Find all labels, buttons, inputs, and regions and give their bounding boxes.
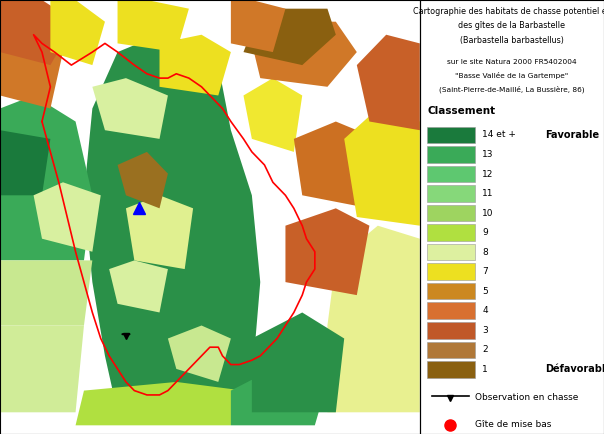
- Polygon shape: [118, 152, 168, 208]
- Text: 1: 1: [483, 365, 488, 374]
- Text: Classement: Classement: [427, 106, 495, 116]
- Text: (Barbastella barbastellus): (Barbastella barbastellus): [460, 36, 564, 45]
- Bar: [427, 302, 475, 319]
- Polygon shape: [231, 0, 286, 52]
- Bar: [427, 146, 475, 163]
- Polygon shape: [159, 35, 231, 95]
- Polygon shape: [76, 382, 243, 425]
- Text: Favorable: Favorable: [545, 130, 599, 140]
- Bar: [427, 185, 475, 202]
- Text: 5: 5: [483, 287, 488, 296]
- Text: Défavorable: Défavorable: [545, 364, 604, 375]
- Polygon shape: [0, 326, 84, 412]
- Text: 2: 2: [483, 345, 488, 354]
- Polygon shape: [0, 95, 92, 260]
- Bar: [427, 361, 475, 378]
- Bar: [427, 244, 475, 260]
- Text: 10: 10: [483, 209, 494, 217]
- Polygon shape: [252, 22, 357, 87]
- Bar: [427, 342, 475, 358]
- Polygon shape: [344, 108, 420, 226]
- Text: Gîte de mise bas: Gîte de mise bas: [475, 421, 551, 429]
- Bar: [427, 166, 475, 182]
- Text: 4: 4: [483, 306, 488, 315]
- Text: 14 et +: 14 et +: [483, 131, 516, 139]
- Bar: [427, 224, 475, 241]
- Polygon shape: [357, 35, 420, 130]
- Bar: [427, 205, 475, 221]
- Polygon shape: [0, 130, 50, 195]
- Polygon shape: [92, 78, 168, 139]
- Text: 9: 9: [483, 228, 488, 237]
- Text: "Basse Vallée de la Gartempe": "Basse Vallée de la Gartempe": [455, 72, 568, 79]
- Polygon shape: [126, 195, 193, 269]
- Polygon shape: [50, 0, 105, 65]
- Text: 8: 8: [483, 248, 488, 256]
- Polygon shape: [84, 35, 260, 412]
- Text: (Saint-Pierre-de-Maillé, La Bussière, 86): (Saint-Pierre-de-Maillé, La Bussière, 86…: [439, 85, 585, 93]
- Polygon shape: [0, 260, 92, 326]
- Polygon shape: [0, 22, 63, 109]
- Bar: [427, 263, 475, 280]
- Polygon shape: [109, 260, 168, 312]
- Text: 12: 12: [483, 170, 494, 178]
- Polygon shape: [327, 226, 420, 412]
- Text: 11: 11: [483, 189, 494, 198]
- Polygon shape: [34, 182, 101, 252]
- Polygon shape: [294, 122, 378, 208]
- Polygon shape: [286, 208, 370, 295]
- Polygon shape: [243, 9, 336, 65]
- Text: 3: 3: [483, 326, 488, 335]
- Bar: [427, 283, 475, 299]
- Polygon shape: [0, 0, 76, 65]
- Text: Observation en chasse: Observation en chasse: [475, 394, 579, 402]
- Bar: [427, 322, 475, 339]
- Text: 7: 7: [483, 267, 488, 276]
- Text: Cartographie des habitats de chasse potentiel et: Cartographie des habitats de chasse pote…: [414, 7, 604, 16]
- Text: sur le site Natura 2000 FR5402004: sur le site Natura 2000 FR5402004: [447, 59, 577, 65]
- Polygon shape: [118, 0, 189, 52]
- Polygon shape: [243, 78, 302, 152]
- Bar: [427, 127, 475, 143]
- Text: 13: 13: [483, 150, 494, 159]
- Text: des gîtes de la Barbastelle: des gîtes de la Barbastelle: [458, 21, 565, 30]
- Polygon shape: [231, 369, 327, 425]
- Polygon shape: [252, 312, 344, 412]
- Polygon shape: [168, 326, 231, 382]
